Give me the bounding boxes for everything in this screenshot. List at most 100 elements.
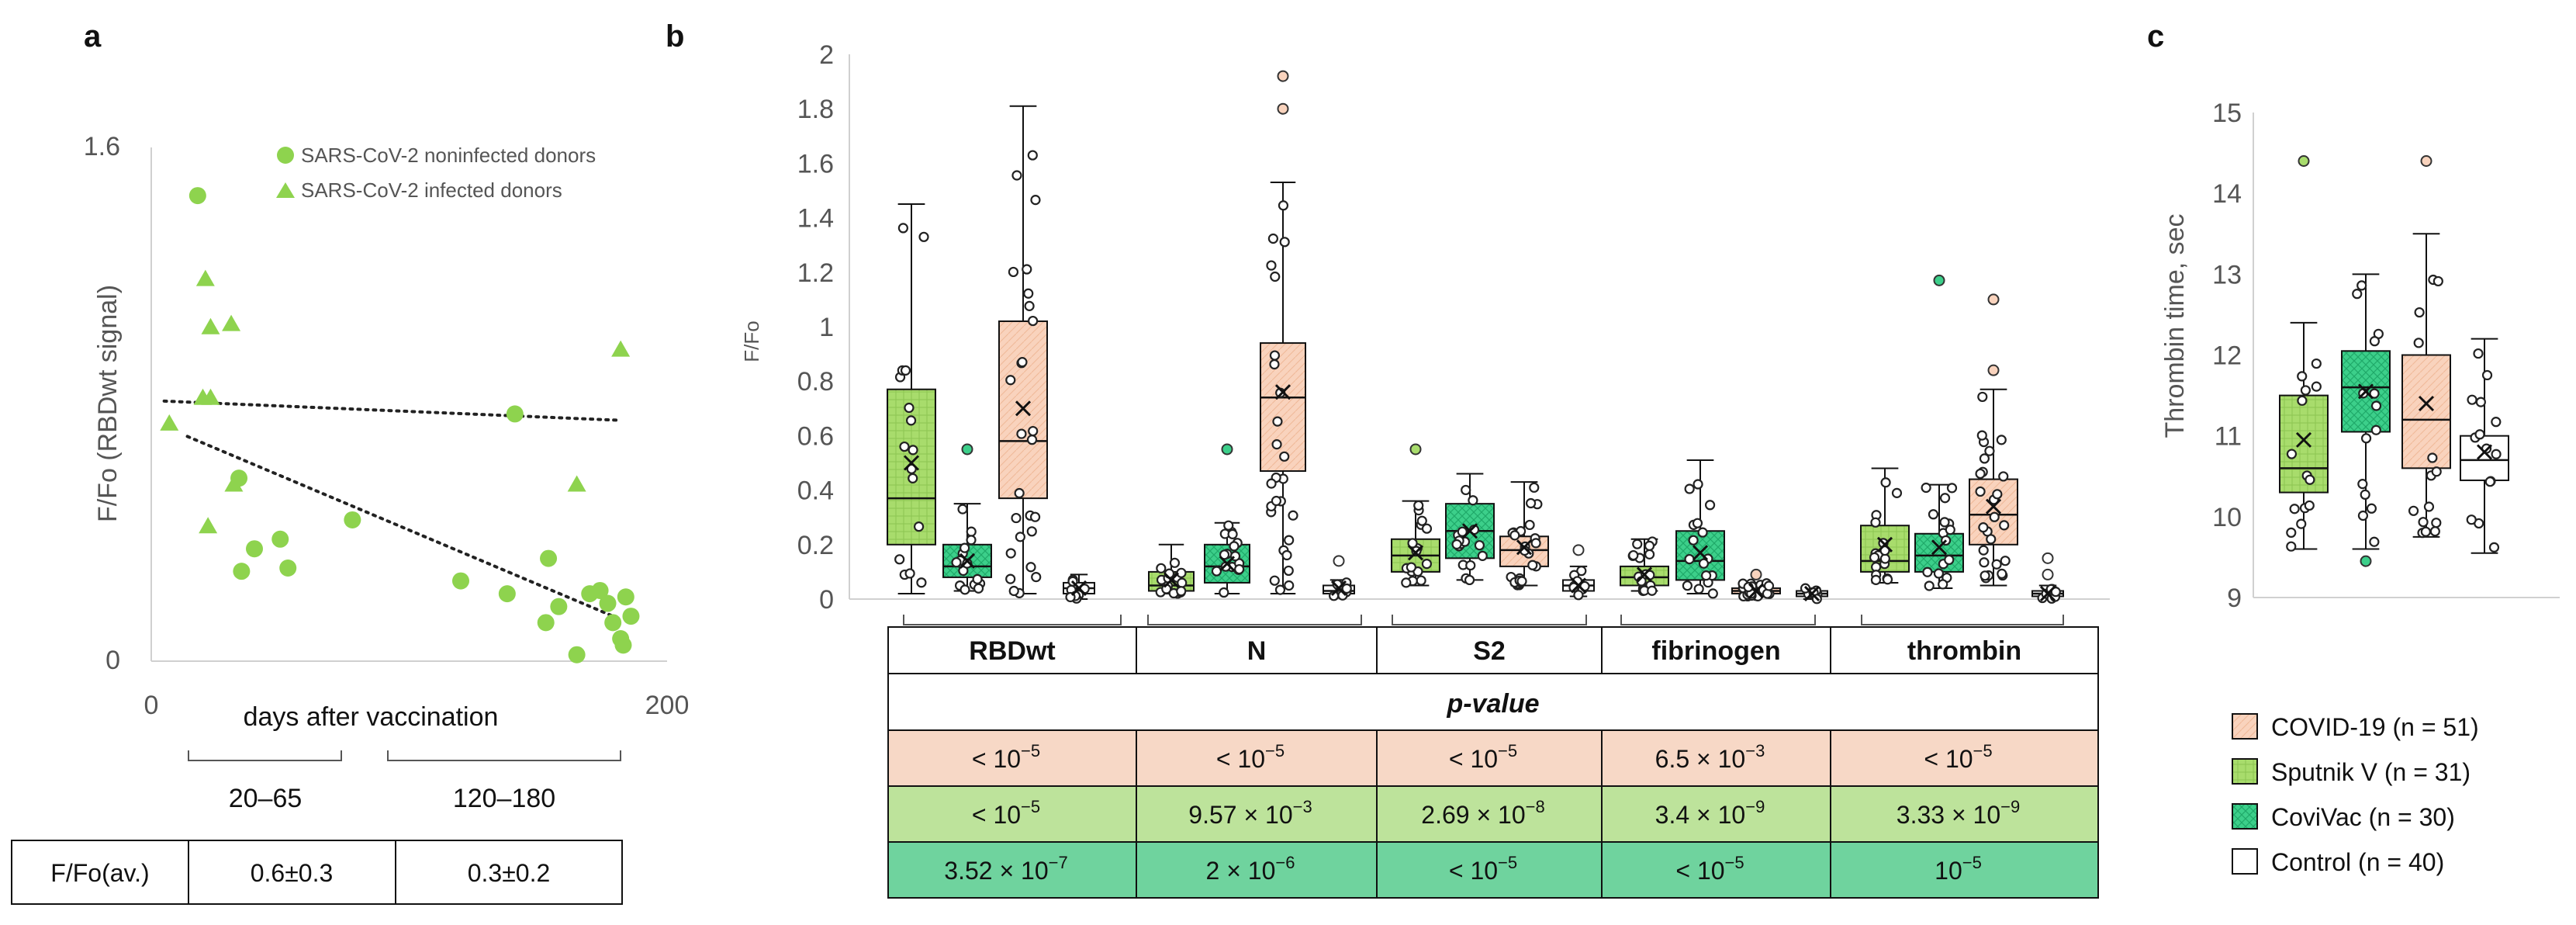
legend-label: Sputnik V (n = 31) <box>2271 758 2471 786</box>
box-outlier <box>2042 552 2054 564</box>
box-data-point <box>1014 487 1025 499</box>
box-data-point <box>1341 583 1352 594</box>
legend-swatch <box>2232 713 2258 740</box>
box-data-point <box>1274 584 1286 595</box>
panel-a-table: F/Fo(av.) 0.6±0.3 0.3±0.2 <box>11 840 623 905</box>
scatter-point-noninfected <box>604 614 622 632</box>
panel-b-ytick: 1.6 <box>797 149 834 178</box>
box-outlier <box>2360 555 2372 567</box>
box-data-point <box>1421 523 1433 534</box>
panel-c-ytick: 12 <box>2212 341 2242 371</box>
box-data-point <box>2360 489 2370 501</box>
box-data-point <box>1879 553 1890 564</box>
box-data-point <box>2427 452 2438 463</box>
panel-c-ytick: 10 <box>2212 503 2242 532</box>
panel-b: b F/Fo 0 0.2 0.4 0.6 0.8 1 1.2 1.4 1.6 1.8 2 RBDwt… <box>666 19 2110 899</box>
box-data-point <box>1979 557 1990 568</box>
box-outlier <box>1750 568 1762 580</box>
box-data-point <box>1272 416 1283 427</box>
panel-b-ytick: 0.4 <box>797 476 834 506</box>
scatter-point-noninfected <box>279 560 297 577</box>
box-data-point <box>1457 526 1468 537</box>
p-value-cell <box>887 729 1137 787</box>
panel-c-ytick: 13 <box>2212 260 2242 289</box>
legend-swatch <box>2232 758 2258 785</box>
box-data-point <box>1707 588 1718 599</box>
p-value-CoviVac-fibrinogen: < 10−5 <box>1675 853 1744 885</box>
box-mean-marker <box>2418 395 2435 412</box>
box-data-point <box>2429 526 2440 537</box>
box-data-point <box>972 573 983 584</box>
box-outlier <box>1987 364 2000 376</box>
p-value-cell <box>1376 841 1603 899</box>
group-bracket-S2 <box>1392 615 1587 625</box>
box-data-point <box>2286 449 2298 459</box>
box-data-point <box>1219 587 1229 598</box>
box-data-point <box>1416 575 1426 586</box>
box-data-point <box>1266 260 1277 271</box>
box-data-point <box>2481 369 2493 381</box>
p-value-Sputnik V-S2: 2.69 × 10−8 <box>1421 797 1544 829</box>
scatter-point-infected <box>222 314 241 331</box>
box-data-point <box>1177 577 1188 588</box>
box-data-point <box>1684 553 1695 565</box>
box-data-point <box>1688 535 1699 546</box>
box-data-point <box>957 504 968 514</box>
p-value-cell <box>1601 841 1831 899</box>
box-data-point <box>905 415 917 426</box>
box-data-point <box>2420 526 2431 537</box>
group-bracket-thrombin <box>1861 615 2064 625</box>
box-data-point <box>2413 338 2424 348</box>
box-data-point <box>1269 359 1280 370</box>
group-bracket-fibrinogen <box>1620 615 1816 625</box>
box-data-point <box>1027 150 1038 161</box>
box-data-point <box>2305 474 2315 485</box>
box-data-point <box>2357 479 2368 490</box>
scatter-point-noninfected <box>550 598 568 615</box>
box-outlier <box>1409 443 1422 456</box>
p-value-COVID-19-thrombin: < 10−5 <box>1924 741 1992 773</box>
box-data-point <box>1573 590 1584 601</box>
panel-a-table-value-1: 0.6±0.3 <box>251 859 334 887</box>
box-data-point <box>1011 170 1022 181</box>
box-data-point <box>1030 195 1041 206</box>
box-data-point <box>1008 585 1019 597</box>
box-data-point <box>1468 495 1478 506</box>
box-data-point <box>1005 375 1016 386</box>
box-data-point <box>2466 514 2477 525</box>
scatter-point-noninfected <box>568 646 586 663</box>
box-data-point <box>1267 233 1278 244</box>
trendline-infected <box>185 435 623 622</box>
p-value-COVID-19-N: < 10−5 <box>1216 741 1285 773</box>
box-data-point <box>1278 200 1289 211</box>
box-data-point <box>2357 510 2369 521</box>
box-data-point <box>1939 493 1951 504</box>
group-bracket-N <box>1147 615 1362 625</box>
scatter-point-noninfected <box>344 511 361 528</box>
box-data-point <box>1976 430 1987 441</box>
scatter-point-noninfected <box>452 572 469 590</box>
box-data-point <box>1977 391 1988 403</box>
box-data-point <box>1223 520 1234 531</box>
box-data-point <box>897 223 908 234</box>
box-data-point <box>1880 477 1891 488</box>
p-value-CoviVac-S2: < 10−5 <box>1449 853 1517 885</box>
scatter-point-noninfected <box>271 530 289 548</box>
box-data-point <box>2473 348 2484 359</box>
box-data-point <box>913 521 925 532</box>
box-outlier <box>2042 568 2054 580</box>
box-data-point <box>1944 554 1955 566</box>
group-label-S2: S2 <box>1473 636 1506 666</box>
box-data-point <box>1031 571 1042 583</box>
panel-b-ylabel: F/Fo <box>740 320 763 362</box>
box-data-point <box>2286 527 2297 539</box>
panel-a-legend-noninfected: SARS-CoV-2 noninfected donors <box>301 144 596 167</box>
panel-a-xlabel: days after vaccination <box>244 702 499 732</box>
box-data-point <box>1986 534 1997 545</box>
panel-b-ytick: 0 <box>819 585 834 615</box>
box-data-point <box>1682 580 1693 591</box>
box-data-point <box>1975 486 1986 497</box>
box-outlier <box>2298 155 2310 167</box>
box-data-point <box>1023 288 1034 299</box>
box-data-point <box>2289 504 2300 514</box>
